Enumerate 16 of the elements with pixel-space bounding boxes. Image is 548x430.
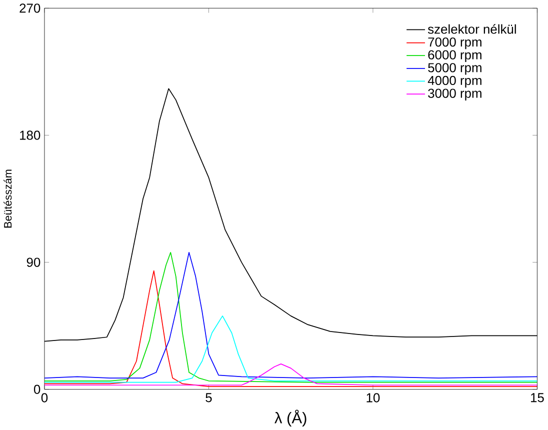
- y-tick-label: 180: [20, 130, 40, 140]
- x-tick-label: 15: [530, 393, 544, 402]
- x-tick-label: 0: [41, 393, 48, 402]
- x-tick-label: 10: [366, 393, 380, 402]
- x-tick-label: 5: [206, 393, 212, 402]
- legend-label: 7000 rpm: [428, 37, 482, 50]
- legend-label: 6000 rpm: [428, 50, 482, 62]
- legend-label: 3000 rpm: [428, 88, 482, 100]
- y-tick-label: 0: [34, 384, 40, 394]
- legend-label: 5000 rpm: [428, 63, 482, 75]
- x-axis-title: λ (Å): [274, 410, 306, 426]
- legend-label: szelektor nélkül: [428, 24, 516, 34]
- y-tick-label: 270: [20, 4, 40, 13]
- y-axis-title: Beütésszám: [4, 170, 12, 228]
- y-tick-label: 90: [26, 258, 40, 267]
- legend-label: 4000 rpm: [428, 76, 482, 88]
